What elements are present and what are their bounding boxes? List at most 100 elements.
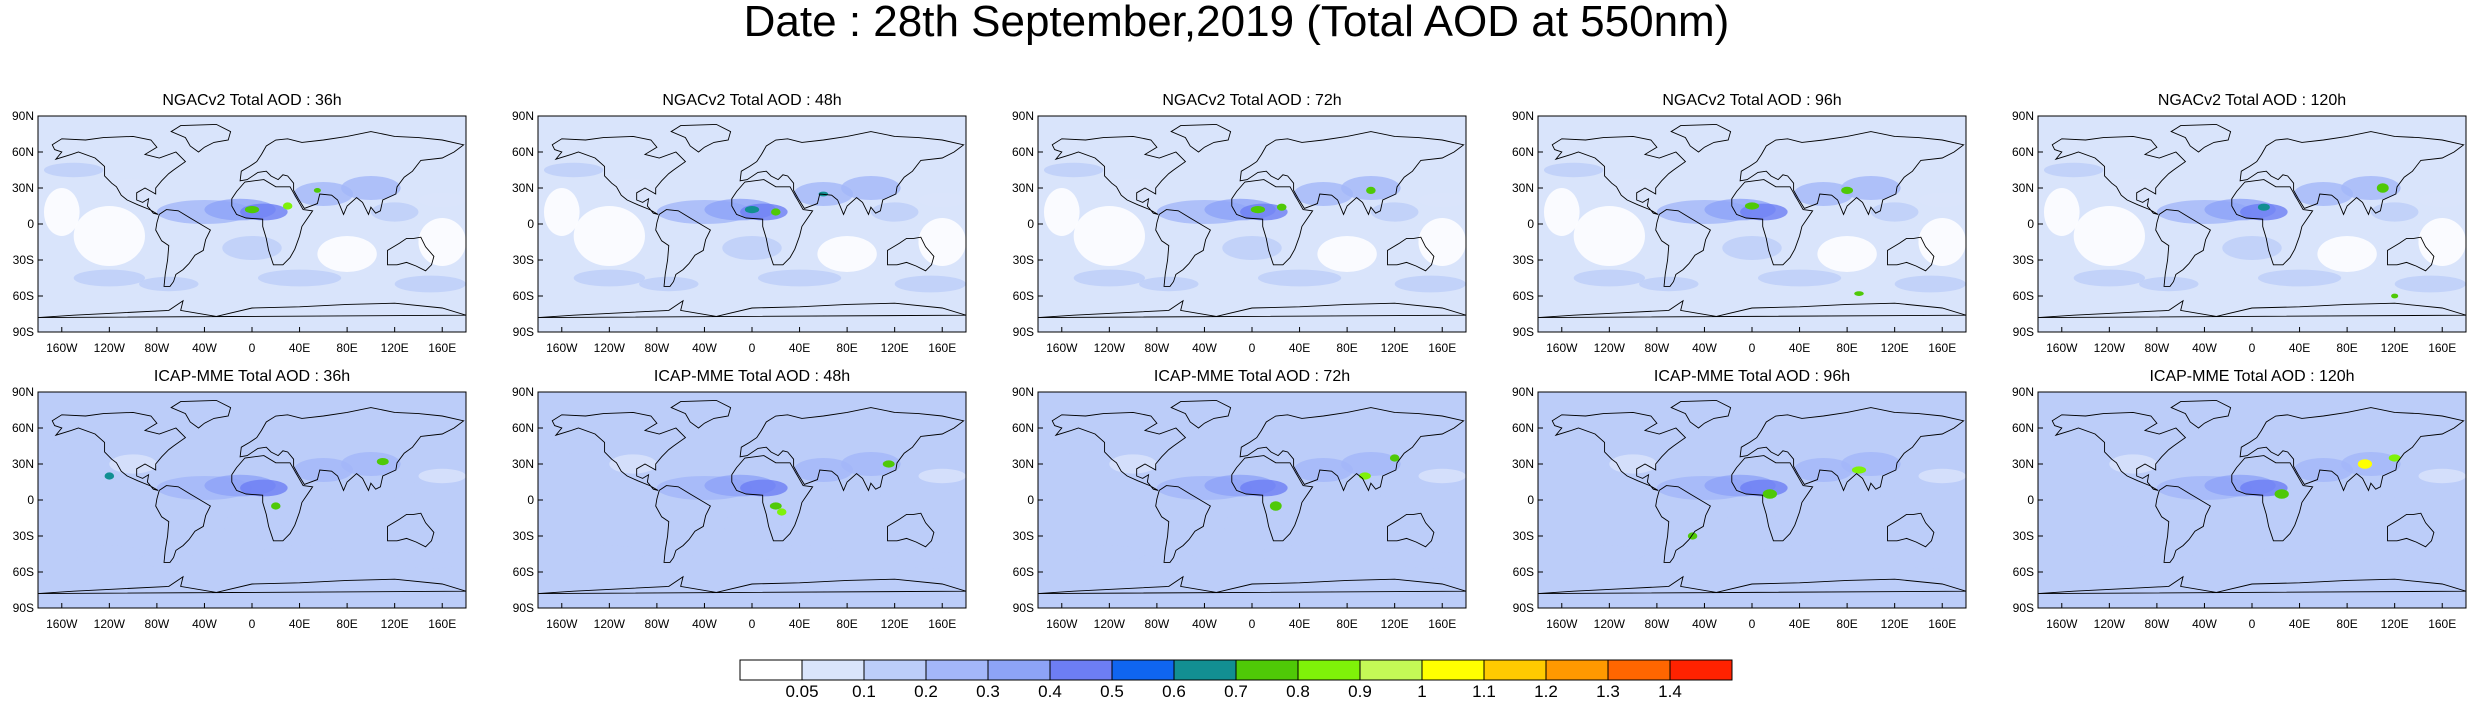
coastline xyxy=(1739,131,1965,216)
lat-tick-label: 90N xyxy=(12,385,34,399)
aod-patch xyxy=(1573,206,1645,266)
aod-blob xyxy=(769,502,782,510)
coastline xyxy=(155,209,211,287)
coastline xyxy=(655,485,711,563)
lat-tick-label: 30N xyxy=(512,457,534,471)
lat-tick-label: 0 xyxy=(1527,217,1534,231)
lat-tick-label: 60S xyxy=(13,289,34,303)
coastline xyxy=(170,123,232,153)
lat-tick-label: 60S xyxy=(1013,565,1034,579)
lat-tick-label: 90S xyxy=(2013,325,2034,339)
aod-blob xyxy=(2370,202,2419,222)
aod-map: 90N 60N 30N 0 30S 60S 90S 160W 120W 80W 40W 0 40E 80E… xyxy=(12,385,467,631)
aod-blob xyxy=(2043,438,2104,454)
coastline xyxy=(2231,179,2314,266)
aod-blob xyxy=(573,269,645,287)
aod-blob xyxy=(1222,236,1282,260)
lon-tick-label: 80E xyxy=(836,617,857,631)
lon-tick-label: 80W xyxy=(645,341,670,355)
aod-blob xyxy=(2394,551,2466,569)
aod-blob xyxy=(2139,552,2199,568)
coastline xyxy=(239,407,465,492)
aod-blob xyxy=(418,468,466,484)
coastline xyxy=(670,123,732,153)
aod-blob xyxy=(1543,162,1604,178)
lon-tick-label: 80E xyxy=(1336,617,1357,631)
lon-tick-label: 120W xyxy=(1094,341,1126,355)
lon-tick-label: 160E xyxy=(928,617,956,631)
aod-blob xyxy=(2394,275,2466,293)
lon-tick-label: 120E xyxy=(381,341,409,355)
aod-map: 90N 60N 30N 0 30S 60S 90S 160W 120W 80W 40W 0 40E 80E… xyxy=(1012,385,1467,631)
aod-blob xyxy=(609,454,657,474)
aod-blob xyxy=(1341,452,1401,476)
lat-tick-label: 0 xyxy=(27,493,34,507)
lon-tick-label: 160W xyxy=(46,617,78,631)
map-panel: NGACv2 Total AOD : 36h 90N 60N 30N 0 30S 60S 90… xyxy=(12,92,467,368)
aod-blob xyxy=(109,178,157,198)
lat-tick-label: 0 xyxy=(2027,217,2034,231)
panel-title: ICAP-MME Total AOD : 72h xyxy=(1153,368,1351,385)
coastline xyxy=(551,135,687,215)
coastline xyxy=(1387,512,1435,548)
aod-patch xyxy=(1043,188,1080,236)
aod-map: 90N 60N 30N 0 30S 60S 90S 160W 120W 80W 40W 0 40E 80E… xyxy=(512,385,967,631)
coastline xyxy=(38,575,466,595)
lon-tick-label: 0 xyxy=(749,341,756,355)
aod-blob xyxy=(1359,472,1371,480)
lon-tick-label: 120W xyxy=(94,341,126,355)
aod-blob xyxy=(1841,186,1854,194)
aod-blob xyxy=(1222,512,1282,536)
aod-blob xyxy=(1394,275,1466,293)
coastline xyxy=(1170,399,1232,429)
aod-blob xyxy=(313,188,321,193)
map-panel: NGACv2 Total AOD : 48h 90N 60N 30N 0 30S 60S 90… xyxy=(512,92,967,368)
coastline xyxy=(51,135,187,215)
lat-tick-label: 90N xyxy=(1012,385,1034,399)
coastline xyxy=(670,399,732,429)
aod-blob xyxy=(222,512,282,536)
coastline xyxy=(1670,399,1732,429)
lat-tick-label: 60N xyxy=(512,421,534,435)
aod-blob xyxy=(73,545,145,563)
coastline xyxy=(1170,123,1232,153)
aod-blob xyxy=(1366,186,1376,194)
lat-tick-label: 90N xyxy=(12,109,34,123)
aod-blob xyxy=(2257,269,2342,287)
lon-tick-label: 120E xyxy=(2381,341,2409,355)
lat-tick-label: 0 xyxy=(2027,493,2034,507)
aod-blob xyxy=(1073,269,1145,287)
aod-patch xyxy=(2317,236,2377,272)
aod-patch xyxy=(73,206,145,266)
lat-tick-label: 30N xyxy=(1012,457,1034,471)
lon-tick-label: 160E xyxy=(428,341,456,355)
lon-tick-label: 120W xyxy=(1594,617,1626,631)
aod-blob xyxy=(722,512,782,536)
coastline xyxy=(2155,485,2211,563)
lon-tick-label: 80W xyxy=(645,617,670,631)
lat-tick-label: 60N xyxy=(2012,421,2034,435)
aod-patch xyxy=(1543,188,1580,236)
coastline xyxy=(1038,575,1466,595)
map-panel: ICAP-MME Total AOD : 120h 90N 60N 30N 0 30S 60… xyxy=(2012,368,2467,644)
lon-tick-label: 40W xyxy=(1192,341,1217,355)
aod-blob xyxy=(744,206,760,214)
coastline xyxy=(387,236,435,272)
panel-title: NGACv2 Total AOD : 120h xyxy=(2157,92,2347,109)
lat-tick-label: 90S xyxy=(1013,601,1034,615)
aod-blob xyxy=(740,479,788,497)
lat-tick-label: 90N xyxy=(1512,385,1534,399)
coastline xyxy=(551,411,687,491)
coastline xyxy=(1887,236,1935,272)
aod-patch xyxy=(918,218,966,266)
coastline xyxy=(2239,407,2465,492)
lon-tick-label: 160E xyxy=(1928,341,1956,355)
lon-tick-label: 40W xyxy=(192,617,217,631)
lon-tick-label: 160W xyxy=(546,341,578,355)
lon-tick-label: 0 xyxy=(1749,341,1756,355)
lon-tick-label: 120W xyxy=(94,617,126,631)
lon-tick-label: 0 xyxy=(1249,617,1256,631)
coastline xyxy=(1731,455,1814,542)
coastline xyxy=(1239,407,1465,492)
